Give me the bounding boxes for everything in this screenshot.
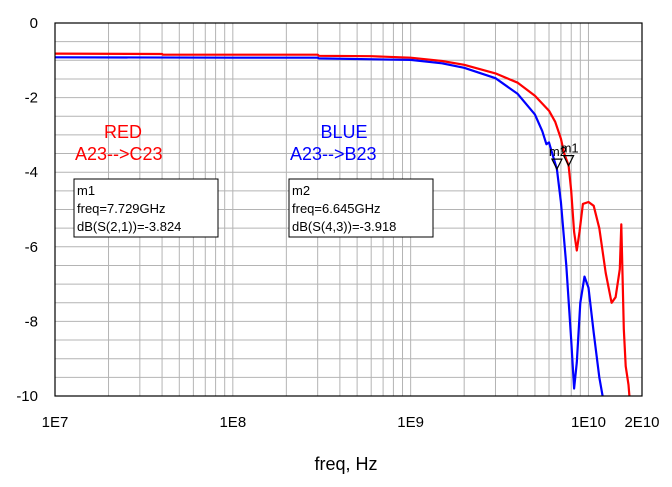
axes-border [54,22,643,397]
series-line-1 [54,56,604,397]
x-tick-label: 2E10 [624,414,659,431]
marker-m1-freq: freq=7.729GHz [77,201,166,216]
red-series-title: RED [104,122,142,142]
x-tick-label: 1E9 [397,414,424,431]
y-tick-label: 0 [30,15,38,32]
marker-triangle-m1 [562,155,575,167]
marker-triangle-m2 [550,158,563,171]
x-axis-label: freq, Hz [314,454,377,474]
plot-frame [54,22,643,397]
marker-readout-m1: m1 freq=7.729GHz dB(S(2,1))=-3.824 [73,178,219,238]
marker-m2-freq: freq=6.645GHz [292,201,381,216]
y-tick-label: -4 [25,164,38,181]
x-tick-label: 1E7 [42,414,69,431]
blue-series-title: BLUE [320,122,367,142]
marker-m2-name: m2 [292,183,310,198]
series-line-0 [54,52,631,397]
y-tick-label: -8 [25,313,38,330]
marker-m2-value: dB(S(4,3))=-3.918 [292,219,396,234]
marker-readout-m2: m2 freq=6.645GHz dB(S(4,3))=-3.918 [288,178,434,238]
tick-labels: 1E7 1E8 1E9 1E10 2E10 0 -2 -4 -6 -8 -10 [16,15,659,431]
red-series-label: A23-->C23 [75,144,163,164]
x-tick-label: 1E8 [219,414,246,431]
y-tick-label: -2 [25,90,38,107]
y-tick-label: -6 [25,239,38,256]
series-group [54,52,631,397]
marker-tag-m1: m1 [561,141,579,156]
marker-m1-value: dB(S(2,1))=-3.824 [77,219,181,234]
blue-series-label: A23-->B23 [290,144,377,164]
marker-m1-name: m1 [77,183,95,198]
y-tick-label: -10 [16,388,38,405]
marker-tag-m2: m2 [549,144,567,159]
x-tick-label: 1E10 [571,414,606,431]
